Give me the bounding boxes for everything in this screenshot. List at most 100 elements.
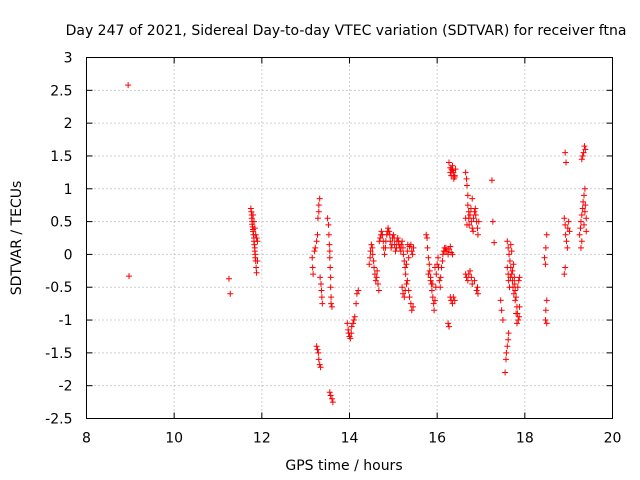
data-point: [326, 389, 333, 396]
data-point: [313, 238, 320, 245]
data-point: [426, 267, 433, 274]
data-point: [431, 264, 438, 271]
data-point: [315, 202, 322, 209]
data-point: [506, 251, 513, 258]
data-point: [398, 241, 405, 248]
y-tick-label: -2.5: [45, 412, 72, 428]
data-point: [315, 349, 322, 356]
data-point: [512, 297, 519, 304]
data-point: [446, 246, 453, 253]
data-point: [325, 221, 332, 228]
data-point: [497, 297, 504, 304]
data-point: [515, 277, 522, 284]
data-point: [449, 300, 456, 307]
data-point: [446, 159, 453, 166]
data-point: [542, 317, 549, 324]
data-points: [125, 82, 590, 406]
data-point: [374, 267, 381, 274]
data-point: [400, 251, 407, 258]
data-point: [253, 269, 260, 276]
data-point: [408, 307, 415, 314]
data-point: [470, 228, 477, 235]
data-point: [507, 241, 514, 248]
data-point: [350, 320, 357, 327]
data-point: [474, 290, 481, 297]
data-point: [327, 284, 334, 291]
data-point: [516, 274, 523, 281]
data-point: [309, 264, 316, 271]
data-point: [253, 264, 260, 271]
data-point: [254, 257, 261, 264]
data-point: [562, 231, 569, 238]
data-point: [425, 271, 432, 278]
data-point: [541, 254, 548, 261]
data-point: [370, 257, 377, 264]
data-point: [327, 264, 334, 271]
data-point: [392, 248, 399, 255]
data-point: [372, 277, 379, 284]
data-point: [491, 239, 498, 246]
data-point: [401, 294, 408, 301]
data-point: [401, 257, 408, 264]
data-point: [446, 323, 453, 330]
axis-ticks: [86, 57, 613, 419]
data-point: [563, 238, 570, 245]
data-point: [508, 248, 515, 255]
x-tick-label: 10: [165, 431, 183, 447]
data-point: [578, 212, 585, 219]
x-tick-label: 8: [82, 431, 91, 447]
data-point: [311, 248, 318, 255]
data-point: [348, 323, 355, 330]
x-axis-label: GPS time / hours: [285, 458, 402, 474]
data-point: [225, 275, 232, 282]
data-point: [397, 248, 404, 255]
data-point: [428, 287, 435, 294]
data-point: [309, 254, 316, 261]
data-point: [433, 271, 440, 278]
data-point: [382, 244, 389, 251]
data-point: [504, 343, 511, 350]
data-point: [316, 361, 323, 368]
data-point: [355, 287, 362, 294]
data-point: [314, 346, 321, 353]
data-point: [472, 212, 479, 219]
data-point: [402, 271, 409, 278]
data-point: [445, 320, 452, 327]
data-point: [318, 294, 325, 301]
data-point: [390, 231, 397, 238]
y-tick-label: -1: [59, 313, 73, 329]
data-point: [474, 225, 481, 232]
data-point: [394, 235, 401, 241]
data-point: [252, 231, 259, 238]
data-point: [326, 241, 333, 248]
data-point: [318, 280, 325, 287]
data-point: [367, 248, 374, 255]
data-point: [581, 208, 588, 215]
data-point: [510, 290, 517, 297]
data-point: [348, 330, 355, 337]
data-point: [328, 395, 335, 402]
data-point: [375, 287, 382, 294]
y-tick-label: 0: [64, 247, 73, 263]
data-point: [403, 261, 410, 268]
data-point: [565, 218, 572, 225]
y-tick-label: 1: [64, 182, 73, 198]
data-point: [562, 221, 569, 228]
data-point: [463, 182, 470, 189]
data-point: [512, 287, 519, 294]
data-point: [581, 221, 588, 228]
data-point: [469, 195, 476, 202]
data-point: [378, 228, 385, 235]
data-point: [504, 238, 511, 245]
data-point: [368, 241, 375, 248]
data-point: [254, 238, 261, 245]
data-point: [447, 243, 454, 250]
data-point: [464, 202, 471, 209]
data-point: [347, 335, 354, 342]
data-point: [471, 277, 478, 284]
data-point: [542, 261, 549, 268]
data-point: [564, 244, 571, 251]
y-tick-label: 1.5: [50, 149, 72, 165]
data-point: [405, 287, 412, 294]
data-point: [577, 244, 584, 251]
